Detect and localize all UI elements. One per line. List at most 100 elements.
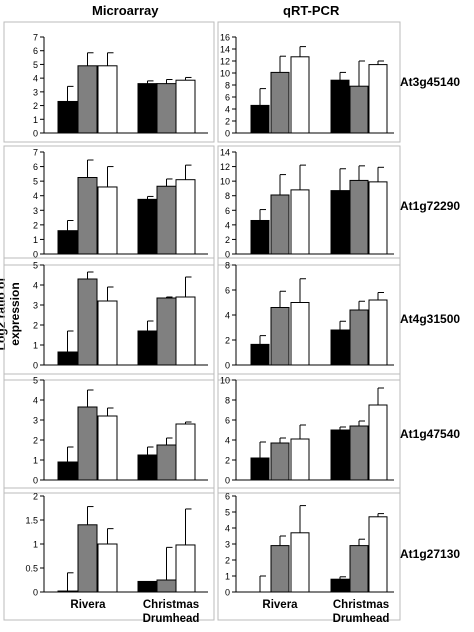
- y-tick-label: 4: [225, 220, 230, 230]
- y-tick-label: 14: [220, 148, 230, 158]
- panel-frame-at4g31500-microarray: [3, 257, 215, 381]
- x-label-line: Drumhead: [332, 613, 390, 625]
- y-tick-label: 4: [225, 105, 230, 115]
- gene-label-at1g72290: At1g72290: [400, 198, 461, 213]
- x-label-line: Drumhead: [142, 613, 200, 625]
- y-tick-label: 0: [225, 476, 230, 486]
- y-tick-label: 2: [33, 321, 38, 331]
- y-tick-label: 2: [33, 436, 38, 446]
- y-tick-label: 7: [33, 148, 38, 158]
- bar: [349, 309, 369, 366]
- y-tick-label: 1: [33, 540, 38, 550]
- y-tick-label: 3: [33, 301, 38, 311]
- y-tick-label: 6: [33, 46, 38, 56]
- y-tick-label: 0: [33, 250, 38, 260]
- bar: [330, 190, 350, 255]
- y-tick-label: 3: [33, 416, 38, 426]
- bar: [290, 438, 310, 481]
- y-tick-label: 5: [225, 508, 230, 518]
- bar: [290, 532, 310, 593]
- y-tick-label: 2: [33, 492, 38, 502]
- x-label-rivera-qrtpcr: Rivera: [250, 598, 310, 612]
- y-tick-label: 4: [33, 281, 38, 291]
- y-tick-label: 6: [225, 286, 230, 296]
- bar: [330, 79, 350, 134]
- y-tick-label: 10: [220, 69, 230, 79]
- bar: [97, 300, 118, 366]
- bar: [57, 351, 78, 366]
- bar: [77, 278, 98, 366]
- bar: [77, 65, 98, 134]
- y-tick-label: 0: [33, 361, 38, 371]
- gene-label-at1g47540: At1g47540: [400, 426, 461, 441]
- y-tick-label: 2: [33, 220, 38, 230]
- bar: [175, 79, 196, 134]
- bar: [330, 578, 350, 593]
- bar: [57, 590, 78, 593]
- bar: [57, 230, 78, 255]
- bar: [330, 429, 350, 481]
- bar: [270, 71, 290, 134]
- y-tick-label: 5: [33, 376, 38, 386]
- panel-frame-at3g45140-microarray: [3, 21, 215, 143]
- bar: [330, 329, 350, 366]
- bar: [77, 406, 98, 481]
- bar: [250, 343, 270, 366]
- y-tick-label: 4: [225, 524, 230, 534]
- x-label-line: Rivera: [70, 599, 106, 611]
- bar: [270, 442, 290, 481]
- bar: [137, 198, 158, 255]
- bar: [97, 543, 118, 593]
- y-tick-label: 1: [33, 235, 38, 245]
- panel-frame-at1g47540-microarray: [3, 373, 215, 494]
- y-tick-label: 8: [225, 396, 230, 406]
- y-tick-label: 0: [225, 250, 230, 260]
- bar: [156, 185, 177, 255]
- panel-frame-at1g47540-qrtpcr: [217, 373, 401, 494]
- bar: [57, 100, 78, 134]
- panel-frame-at3g45140-qrtpcr: [217, 21, 401, 143]
- y-tick-label: 8: [225, 191, 230, 201]
- bar: [290, 302, 310, 366]
- y-tick-label: 6: [225, 416, 230, 426]
- bar: [270, 307, 290, 366]
- bar: [250, 104, 270, 134]
- y-tick-label: 2: [225, 456, 230, 466]
- y-tick-label: 3: [33, 87, 38, 97]
- bar: [137, 580, 158, 593]
- y-tick-label: 0: [225, 129, 230, 139]
- bar: [368, 181, 388, 255]
- bar: [175, 544, 196, 593]
- y-tick-label: 5: [33, 60, 38, 70]
- y-tick-label: 10: [220, 177, 230, 187]
- panel-frame-at1g72290-microarray: [3, 145, 215, 266]
- bar: [368, 404, 388, 481]
- x-label-line: Rivera: [262, 599, 298, 611]
- y-tick-label: 4: [33, 191, 38, 201]
- y-tick-label: 1: [33, 456, 38, 466]
- y-tick-label: 7: [33, 33, 38, 43]
- gene-label-at4g31500: At4g31500: [400, 312, 461, 326]
- bar: [57, 461, 78, 481]
- y-tick-label: 5: [33, 261, 38, 271]
- bar: [156, 444, 177, 481]
- bar: [175, 179, 196, 255]
- y-tick-label: 1: [33, 341, 38, 351]
- bar: [270, 545, 290, 593]
- bar: [290, 189, 310, 255]
- panel-frame-at1g27130-qrtpcr: [217, 487, 401, 621]
- y-tick-label: 6: [225, 492, 230, 502]
- y-tick-label: 0: [33, 129, 38, 139]
- bar: [156, 579, 177, 593]
- y-tick-label: 1: [33, 115, 38, 125]
- y-tick-label: 0: [33, 476, 38, 486]
- y-tick-label: 0.5: [25, 564, 38, 574]
- y-tick-label: 2: [225, 117, 230, 127]
- bar: [137, 454, 158, 481]
- y-tick-label: 6: [225, 93, 230, 103]
- y-tick-label: 1: [225, 572, 230, 582]
- bar: [250, 219, 270, 255]
- y-tick-label: 12: [220, 162, 230, 172]
- y-tick-label: 6: [225, 206, 230, 216]
